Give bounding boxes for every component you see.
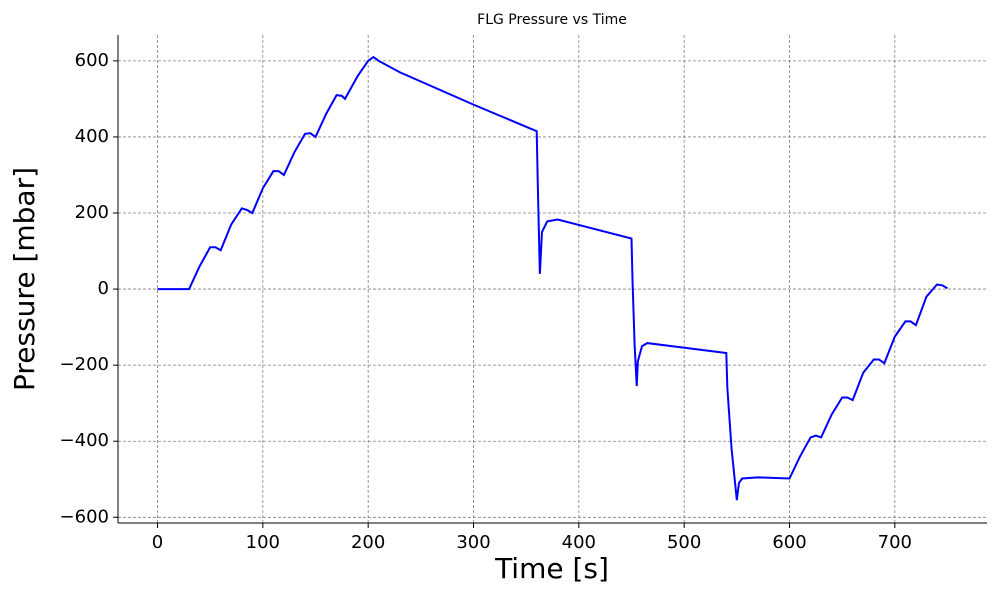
x-tick-label: 0 [152, 532, 163, 553]
y-tick-label: −400 [60, 430, 109, 451]
chart-title: FLG Pressure vs Time [477, 12, 627, 28]
y-tick-label: −600 [60, 506, 109, 527]
x-tick-label: 300 [456, 532, 490, 553]
y-tick-label: 400 [75, 126, 109, 147]
x-tick-label: 400 [562, 532, 596, 553]
y-tick-label: 600 [75, 50, 109, 71]
data-line [157, 55, 948, 501]
x-tick-label: 100 [246, 532, 280, 553]
y-tick-label: 200 [75, 202, 109, 223]
x-tick-label: 600 [772, 532, 806, 553]
y-tick-label: 0 [98, 278, 109, 299]
y-tick-label: −200 [60, 354, 109, 375]
x-tick-label: 700 [878, 532, 912, 553]
x-tick-label: 500 [667, 532, 701, 553]
x-tick-label: 200 [351, 532, 385, 553]
y-axis-label: Pressure [mbar] [8, 167, 41, 391]
x-axis-label: Time [s] [494, 552, 609, 585]
